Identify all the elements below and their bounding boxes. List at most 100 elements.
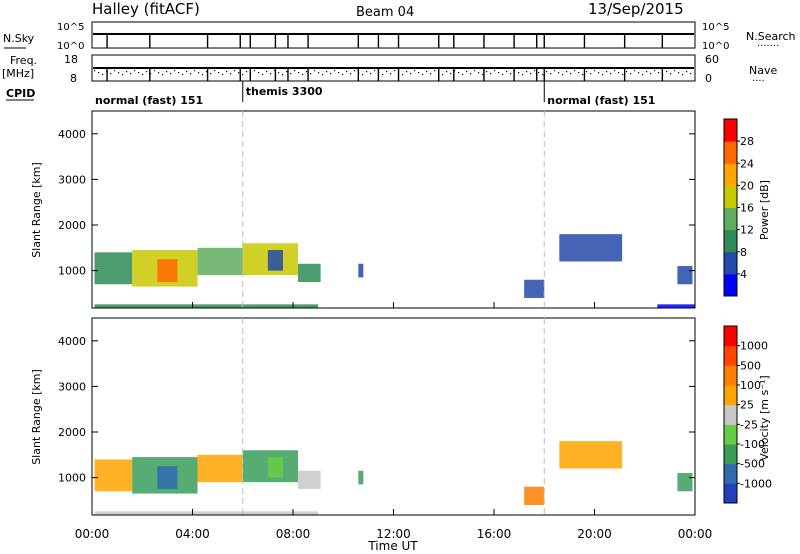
nave-scatter <box>94 70 692 76</box>
nave-point-144 <box>670 73 672 75</box>
cpid-label: CPID <box>6 87 35 100</box>
nave-point-31 <box>218 72 220 74</box>
nave-point-113 <box>546 71 548 73</box>
nave-point-1 <box>98 72 100 74</box>
nave-point-108 <box>526 71 528 73</box>
nave-point-11 <box>138 72 140 74</box>
velocity-axes: 1000 2000 3000 4000 <box>58 318 696 515</box>
nave-point-74 <box>390 73 392 75</box>
cbar-tick-label-1-1: 500 <box>740 359 761 372</box>
nave-point-123 <box>586 71 588 73</box>
nave-point-137 <box>642 74 644 76</box>
nave-point-55 <box>314 70 316 72</box>
nave-point-101 <box>498 72 500 74</box>
freq-right-top: 60 <box>705 53 719 66</box>
nave-point-138 <box>646 71 648 73</box>
nave-point-68 <box>366 71 368 73</box>
data-cell-1-9 <box>559 441 623 469</box>
nave-point-84 <box>430 73 432 75</box>
nave-point-93 <box>466 71 468 73</box>
nave-point-65 <box>354 70 356 72</box>
nave-point-59 <box>330 73 332 75</box>
nave-point-53 <box>306 71 308 73</box>
cbar-segment-1-8 <box>724 326 737 347</box>
power-axes: 1000 2000 3000 4000 <box>58 111 696 308</box>
nave-point-57 <box>322 74 324 76</box>
nsearch-label: N.Search <box>746 30 796 43</box>
nave-point-48 <box>286 71 288 73</box>
cbar-tick-label-1-6: -500 <box>740 458 765 471</box>
nsky-frame <box>91 21 696 49</box>
nave-point-88 <box>446 71 448 73</box>
nave-point-47 <box>282 74 284 76</box>
nave-point-115 <box>554 70 556 72</box>
time-tick-label-0: 00:00 <box>75 527 110 541</box>
nave-point-99 <box>490 73 492 75</box>
data-cell-0-9 <box>559 234 623 262</box>
nave-point-45 <box>274 70 276 72</box>
nave-point-148 <box>686 71 688 73</box>
nave-point-15 <box>154 70 156 72</box>
cbar-segment-0-4 <box>724 185 737 208</box>
nave-point-13 <box>146 71 148 73</box>
nsky-right-top: 10^5 <box>702 22 729 33</box>
nave-point-54 <box>310 73 312 75</box>
time-axis-label: Time UT <box>367 539 418 553</box>
cbar-tick-label-0-6: 28 <box>740 135 754 148</box>
nave-point-0 <box>94 70 96 72</box>
nave-point-139 <box>650 73 652 75</box>
nave-point-17 <box>162 74 164 76</box>
nave-point-145 <box>674 70 676 72</box>
nsky-gap-markers <box>106 34 664 48</box>
nave-point-132 <box>622 74 624 76</box>
nave-point-12 <box>142 74 144 76</box>
nave-point-44 <box>270 73 272 75</box>
cbar-tick-label-1-7: -1000 <box>740 477 772 490</box>
nave-point-87 <box>442 74 444 76</box>
cpid-modes: normal (fast) 151 themis 3300 normal (fast… <box>95 81 655 107</box>
nave-point-103 <box>506 71 508 73</box>
nave-point-50 <box>294 70 296 72</box>
nave-point-14 <box>150 73 152 75</box>
nave-point-4 <box>110 73 112 75</box>
nave-point-121 <box>578 72 580 74</box>
data-cell-0-7 <box>358 263 364 278</box>
cbar-segment-0-1 <box>724 251 737 275</box>
nave-point-135 <box>634 70 636 72</box>
time-tick-label-4: 16:00 <box>477 527 512 541</box>
nave-point-32 <box>222 74 224 76</box>
cbar-segment-1-5 <box>724 385 737 406</box>
cbar-segment-1-0 <box>724 483 737 504</box>
nave-point-129 <box>610 73 612 75</box>
nave-point-141 <box>658 72 660 74</box>
station-title: Halley (fitACF) <box>92 0 200 18</box>
cbar-tick-label-1-4: -25 <box>740 418 758 431</box>
velocity-panel: 1000 2000 3000 4000 Slant Range [km] 1000 50… <box>30 317 772 553</box>
time-tick-label-5: 20:00 <box>577 527 612 541</box>
cbar-tick-label-0-0: 4 <box>740 268 747 281</box>
cbar-tick-label-0-4: 20 <box>740 179 754 192</box>
nave-point-130 <box>614 70 616 72</box>
nave-point-117 <box>562 74 564 76</box>
nave-point-27 <box>202 74 204 76</box>
cbar-tick-label-0-2: 12 <box>740 224 754 237</box>
cbar-tick-label-0-3: 16 <box>740 202 754 215</box>
power-panel: 1000 2000 3000 4000 Slant Range [km] 4 8 12 16… <box>30 110 771 309</box>
data-cell-0-6 <box>298 263 321 283</box>
nave-point-42 <box>262 74 264 76</box>
nave-point-100 <box>494 70 496 72</box>
nave-point-110 <box>534 70 536 72</box>
nave-point-81 <box>418 72 420 74</box>
nave-point-23 <box>186 71 188 73</box>
data-cell-1-2 <box>157 466 178 490</box>
nave-point-136 <box>638 72 640 74</box>
nave-point-83 <box>426 71 428 73</box>
nave-point-64 <box>350 73 352 75</box>
nave-point-58 <box>326 71 328 73</box>
nsearch-dots: ······· <box>757 41 779 52</box>
nave-point-37 <box>242 74 244 76</box>
nave-point-96 <box>478 72 480 74</box>
nave-point-28 <box>206 71 208 73</box>
nave-dots: ···· <box>752 76 765 87</box>
nave-point-120 <box>574 70 576 72</box>
